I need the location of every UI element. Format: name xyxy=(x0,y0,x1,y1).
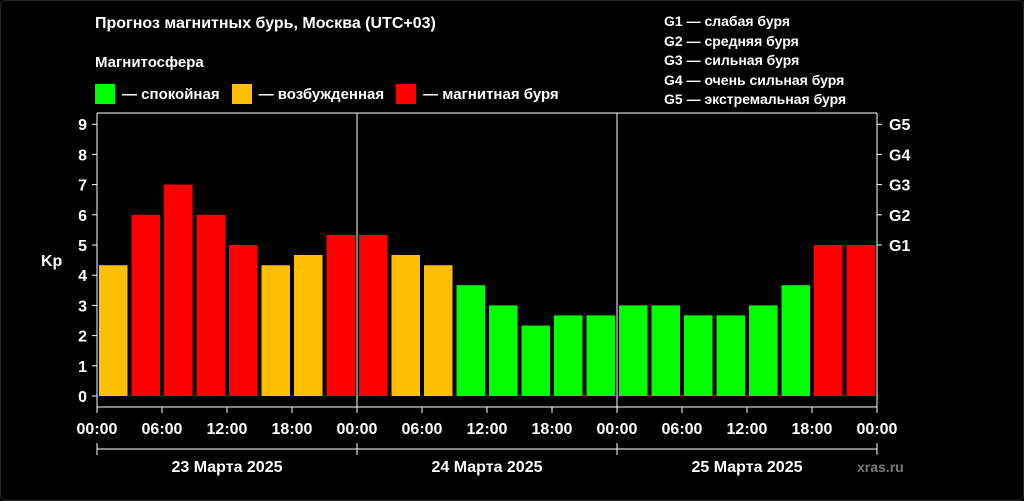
x-tick-label: 06:00 xyxy=(662,421,703,438)
x-tick-label: 00:00 xyxy=(857,421,898,438)
kp-bar xyxy=(99,265,128,396)
legend-item-quiet: — спокойная xyxy=(95,84,220,104)
kp-bar xyxy=(229,245,258,396)
legend-swatch-storm xyxy=(396,84,417,104)
kp-bar xyxy=(684,315,713,396)
legend-heading: Магнитосфера xyxy=(95,54,204,71)
kp-bar xyxy=(619,305,648,396)
legend-item-storm: — магнитная буря xyxy=(396,84,559,104)
legend-label-active: — возбужденная xyxy=(258,85,385,103)
g-tick-label: G1 xyxy=(889,238,910,255)
kp-bar xyxy=(456,285,485,396)
kp-bar xyxy=(131,214,160,396)
kp-bar xyxy=(586,315,615,396)
x-tick-label: 06:00 xyxy=(142,421,183,438)
kp-bar xyxy=(846,245,875,396)
kp-bar xyxy=(749,305,778,396)
y-tick-label: 7 xyxy=(78,178,87,195)
g-level-g3: G3 — сильная буря xyxy=(664,52,800,68)
y-tick-label: 4 xyxy=(78,268,87,285)
kp-bar xyxy=(164,184,193,396)
legend: — спокойная — возбужденная — магнитная б… xyxy=(95,83,559,105)
g-tick-label: G2 xyxy=(889,208,910,225)
x-tick-label: 12:00 xyxy=(207,421,248,438)
x-tick-label: 18:00 xyxy=(272,421,313,438)
legend-label-quiet: — спокойная xyxy=(122,85,220,103)
day-label: 23 Марта 2025 xyxy=(172,459,283,476)
y-axis-label: Kp xyxy=(41,253,63,270)
legend-swatch-active xyxy=(231,84,252,104)
kp-bar xyxy=(424,265,453,396)
g-tick-label: G3 xyxy=(889,178,910,195)
g-level-g2: G2 — средняя буря xyxy=(664,32,799,49)
kp-bar xyxy=(651,305,680,396)
g-level-g5: G5 — экстремальная буря xyxy=(664,91,847,107)
x-tick-label: 12:00 xyxy=(467,421,508,438)
kp-bar xyxy=(326,235,355,396)
kp-bar xyxy=(814,245,843,396)
y-tick-label: 0 xyxy=(78,389,87,406)
chart-title: Прогноз магнитных бурь, Москва (UTC+03) xyxy=(95,15,436,32)
x-tick-label: 00:00 xyxy=(77,421,118,438)
x-tick-label: 00:00 xyxy=(337,421,378,438)
x-tick-label: 06:00 xyxy=(402,421,443,438)
kp-bar xyxy=(261,265,290,396)
x-tick-label: 00:00 xyxy=(597,421,638,438)
kp-bar xyxy=(294,254,323,396)
x-tick-label: 18:00 xyxy=(532,421,573,438)
kp-bar xyxy=(521,325,550,396)
g-level-g4: G4 — очень сильная буря xyxy=(664,71,845,88)
kp-bar xyxy=(489,305,518,396)
watermark: xras.ru xyxy=(857,459,904,475)
legend-swatch-quiet xyxy=(95,84,115,104)
y-tick-label: 8 xyxy=(78,147,87,164)
kp-bar xyxy=(359,235,388,396)
day-label: 24 Марта 2025 xyxy=(432,459,543,476)
g-level-g1: G1 — слабая буря xyxy=(664,13,791,29)
day-label: 25 Марта 2025 xyxy=(692,459,803,476)
x-tick-label: 18:00 xyxy=(792,421,833,438)
kp-bar xyxy=(391,254,420,396)
x-tick-label: 12:00 xyxy=(727,421,768,438)
kp-bar xyxy=(554,315,583,396)
g-tick-label: G5 xyxy=(889,117,910,134)
legend-item-active: — возбужденная xyxy=(231,84,385,104)
y-tick-label: 6 xyxy=(78,208,87,225)
y-tick-label: 3 xyxy=(78,298,87,315)
g-level-legend: G1 — слабая буря G2 — средняя буря G3 — … xyxy=(664,12,846,110)
g-tick-label: G4 xyxy=(889,147,910,164)
legend-label-storm: — магнитная буря xyxy=(423,85,559,103)
kp-bar xyxy=(716,315,745,396)
y-tick-label: 5 xyxy=(78,238,87,255)
kp-bar xyxy=(781,285,810,396)
kp-bar xyxy=(196,214,225,396)
y-tick-label: 9 xyxy=(78,117,87,134)
y-tick-label: 1 xyxy=(78,359,87,376)
y-tick-label: 2 xyxy=(78,329,87,346)
